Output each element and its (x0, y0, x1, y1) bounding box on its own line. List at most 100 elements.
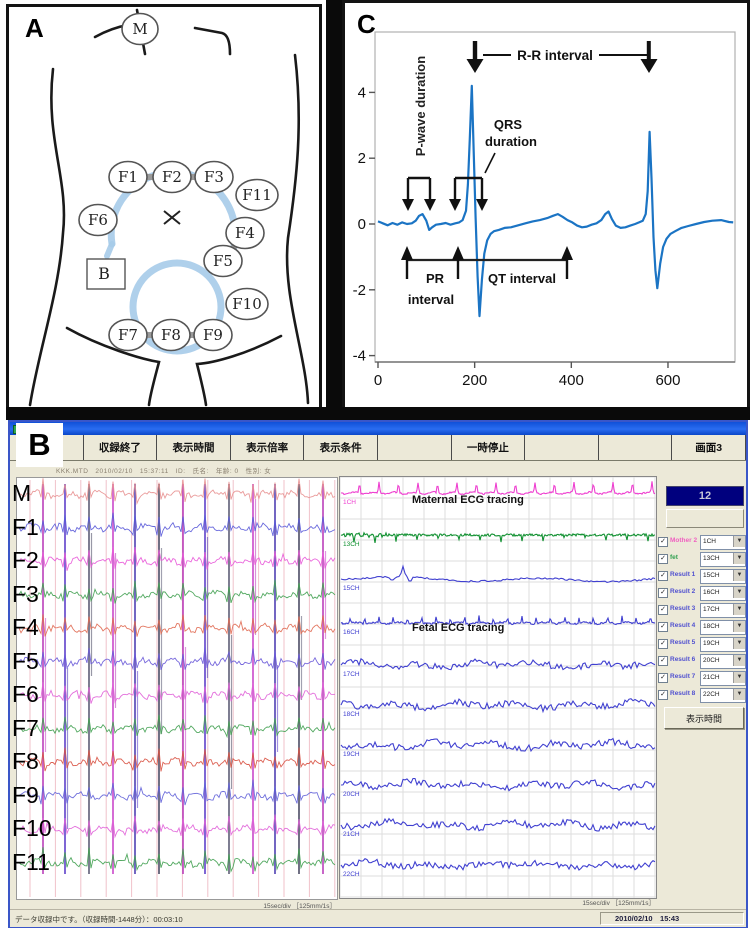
channel-select-13CH[interactable]: 13CH ▼ (700, 552, 746, 567)
channel-checkbox-17CH[interactable]: ✓ (658, 605, 668, 615)
channel-label-F1: F1 (12, 513, 39, 540)
electrode-F10-label: F10 (232, 295, 262, 313)
y-tick-label: 2 (358, 150, 366, 167)
channel-select-22CH[interactable]: 22CH ▼ (700, 688, 746, 703)
toolbar-button-画面3[interactable]: 画面3 (672, 435, 746, 460)
channel-checkbox-16CH[interactable]: ✓ (658, 588, 668, 598)
channel-row-label: fet (670, 554, 678, 561)
fetal-ecg-annotation: Fetal ECG tracing (412, 622, 505, 634)
p-wave-duration-label: P-wave duration (413, 56, 428, 156)
toolbar-button-表示条件[interactable]: 表示条件 (304, 435, 378, 460)
chevron-down-icon[interactable]: ▼ (733, 655, 745, 666)
channel-select-20CH[interactable]: 20CH ▼ (700, 654, 746, 669)
p-bracket-arrow-1 (402, 178, 414, 211)
chevron-down-icon[interactable]: ▼ (733, 621, 745, 632)
electrode-F4-label: F4 (235, 224, 255, 242)
channel-select-1CH[interactable]: 1CH ▼ (700, 535, 746, 550)
toolbar-button-表示時間[interactable]: 表示時間 (157, 435, 231, 460)
display-time-button[interactable]: 表示時間 (664, 707, 744, 729)
left-trace-M (18, 478, 336, 506)
channel-checkbox-20CH[interactable]: ✓ (658, 656, 668, 666)
title-bar[interactable] (10, 422, 746, 435)
pr-interval-label-2: interval (408, 292, 454, 307)
qt-arrow (561, 246, 573, 279)
chevron-down-icon[interactable]: ▼ (733, 672, 745, 683)
toolbar-button-blank-8 (599, 435, 673, 460)
left-trace-F11 (18, 847, 336, 873)
pr-arrow-1 (401, 246, 413, 279)
channel-row-18CH: ✓ Result 4 18CH ▼ (656, 619, 746, 635)
qrs-bracket-arrow-1 (449, 178, 461, 211)
panel-b-label: B (16, 423, 63, 467)
channel-label-F8: F8 (12, 748, 39, 774)
channel-row-17CH: ✓ Result 3 17CH ▼ (656, 602, 746, 618)
left-trace-F6 (18, 682, 336, 704)
channel-label-F10: F10 (12, 815, 52, 841)
electrode-B-label: B (98, 264, 110, 283)
chevron-down-icon[interactable]: ▼ (733, 587, 745, 598)
qt-interval-label: QT interval (488, 271, 556, 286)
channel-label-F3: F3 (12, 580, 39, 607)
electrode-F10: F10 (225, 287, 269, 321)
electrode-F9-label: F9 (203, 326, 223, 344)
channel-row-label: Result 2 (670, 588, 696, 595)
channel-select-value: 22CH (703, 691, 720, 698)
channel-checkbox-13CH[interactable]: ✓ (658, 554, 668, 564)
rr-interval-label: R-R interval (517, 48, 593, 63)
electrode-F11: F11 (235, 178, 279, 212)
chevron-down-icon[interactable]: ▼ (733, 604, 745, 615)
patient-info-line: KKK.MTD 2010/02/10 15:37:11 ID: 氏名: 年齢: … (56, 468, 272, 475)
body-outline-2 (193, 26, 232, 56)
electrode-circle-lower (129, 259, 225, 355)
channel-row-1CH: ✓ Mother 2 1CH ▼ (656, 534, 746, 550)
electrode-F1-label: F1 (118, 168, 138, 186)
channel-select-18CH[interactable]: 18CH ▼ (700, 620, 746, 635)
body-outline-6 (195, 334, 283, 407)
chevron-down-icon[interactable]: ▼ (733, 553, 745, 564)
channel-select-15CH[interactable]: 15CH ▼ (700, 569, 746, 584)
channel-label-F2: F2 (12, 547, 39, 573)
electrode-F6: F6 (78, 203, 118, 237)
channel-checkbox-18CH[interactable]: ✓ (658, 622, 668, 632)
panel-c-ecg-chart: C 0 200 400 600 4 2 0 -2 -4 R-R interval P-wave … (342, 0, 750, 414)
toolbar-button-表示倍率[interactable]: 表示倍率 (231, 435, 305, 460)
electrode-F8-circle (151, 318, 191, 352)
channel-select-21CH[interactable]: 21CH ▼ (700, 671, 746, 686)
pr-arrow-2 (452, 246, 464, 279)
electrode-F2-label: F2 (162, 168, 182, 186)
chevron-down-icon[interactable]: ▼ (733, 536, 745, 547)
channel-select-19CH[interactable]: 19CH ▼ (700, 637, 746, 652)
electrode-M-circle (121, 12, 159, 46)
toolbar-button-一時停止[interactable]: 一時停止 (452, 435, 526, 460)
ecg-intervals-chart: 0 200 400 600 4 2 0 -2 -4 R-R interval P-wave du… (353, 31, 736, 389)
channel-checkbox-21CH[interactable]: ✓ (658, 673, 668, 683)
toolbar-button-label: 表示倍率 (246, 442, 289, 454)
electrode-F3-circle (194, 160, 234, 194)
toolbar-button-label: 表示条件 (319, 442, 362, 454)
chevron-down-icon[interactable]: ▼ (733, 570, 745, 581)
channel-select-value: 13CH (703, 555, 720, 562)
trace-channel-tag: 22CH (343, 871, 360, 878)
right-trace-15CH (340, 564, 656, 583)
channel-checkbox-19CH[interactable]: ✓ (658, 639, 668, 649)
channel-checkbox-1CH[interactable]: ✓ (658, 537, 668, 547)
trace-channel-tag: 21CH (343, 831, 360, 838)
channel-label-F7: F7 (12, 714, 39, 741)
toolbar-button-収録終了[interactable]: 収録終了 (84, 435, 158, 460)
chevron-down-icon[interactable]: ▼ (733, 638, 745, 649)
panel-c-label: C (357, 9, 376, 39)
left-trace-F2 (18, 546, 336, 571)
channel-select-value: 16CH (703, 589, 720, 596)
channel-checkbox-15CH[interactable]: ✓ (658, 571, 668, 581)
recording-status-text: データ収録中です。（収録時間-1448分）：00:03:10 (15, 915, 183, 924)
channel-select-17CH[interactable]: 17CH ▼ (700, 603, 746, 618)
channel-row-label: Result 4 (670, 622, 696, 629)
channel-select-16CH[interactable]: 16CH ▼ (700, 586, 746, 601)
left-trace-F9 (18, 779, 336, 806)
right-trace-22CH (340, 858, 656, 871)
disabled-button (666, 509, 744, 528)
channel-row-22CH: ✓ Result 8 22CH ▼ (656, 687, 746, 703)
chevron-down-icon[interactable]: ▼ (733, 689, 745, 700)
electrode-F3: F3 (194, 160, 234, 194)
channel-checkbox-22CH[interactable]: ✓ (658, 690, 668, 700)
